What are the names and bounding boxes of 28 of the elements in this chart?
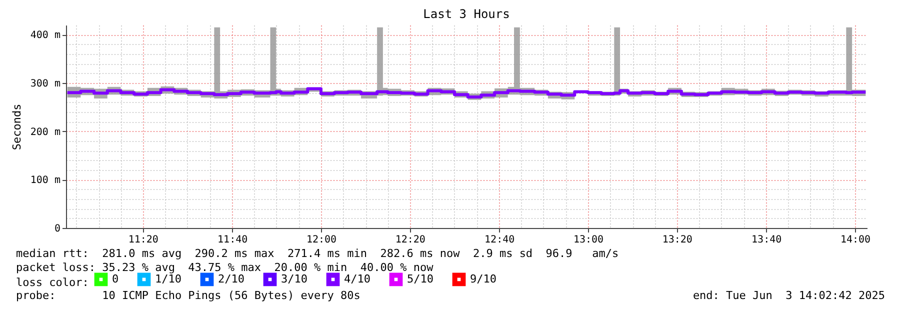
legend-label: 0 [112,272,119,286]
legend-label: 4/10 [344,272,370,286]
text: end: Tue Jun 3 14:02:42 2025 [692,289,885,302]
legend-label: 9/10 [470,272,496,286]
y-tick-label: 200 m [30,126,60,138]
x-tick-label: 14:00 [840,234,871,246]
text: probe: 10 ICMP Echo Pings (56 Bytes) every 80s [16,289,360,302]
x-tick-label: 12:00 [306,234,337,246]
x-tick-label: 11:40 [218,234,248,246]
x-tick-label: 11:20 [128,234,158,246]
x-tick-label: 13:40 [752,234,782,246]
y-tick-label: 0 [54,224,60,234]
x-tick-label: 13:20 [662,234,692,246]
text: packet loss: 35.23 % avg 43.75 % max 20.00 % min 40.00 % now [16,261,434,274]
legend-label: 2/10 [218,272,244,286]
legend-label: 5/10 [407,272,434,286]
y-tick-label: 100 m [30,175,60,186]
legend-title: loss color: [16,276,89,289]
text: median rtt: 281.0 ms avg 290.2 ms max 271.4 ms min 282.6 ms now 2.9 ms sd 96.9 am/s [16,247,619,260]
y-axis-title: Seconds [10,104,24,150]
chart-title: Last 3 Hours [423,7,510,21]
y-tick-label: 300 m [30,78,60,90]
x-tick-label: 12:20 [395,234,426,246]
legend-label: 1/10 [155,272,182,286]
x-tick-label: 13:00 [573,234,604,246]
legend-label: 3/10 [281,272,308,286]
x-tick-label: 12:40 [484,234,515,246]
y-tick-label: 400 m [30,30,60,42]
